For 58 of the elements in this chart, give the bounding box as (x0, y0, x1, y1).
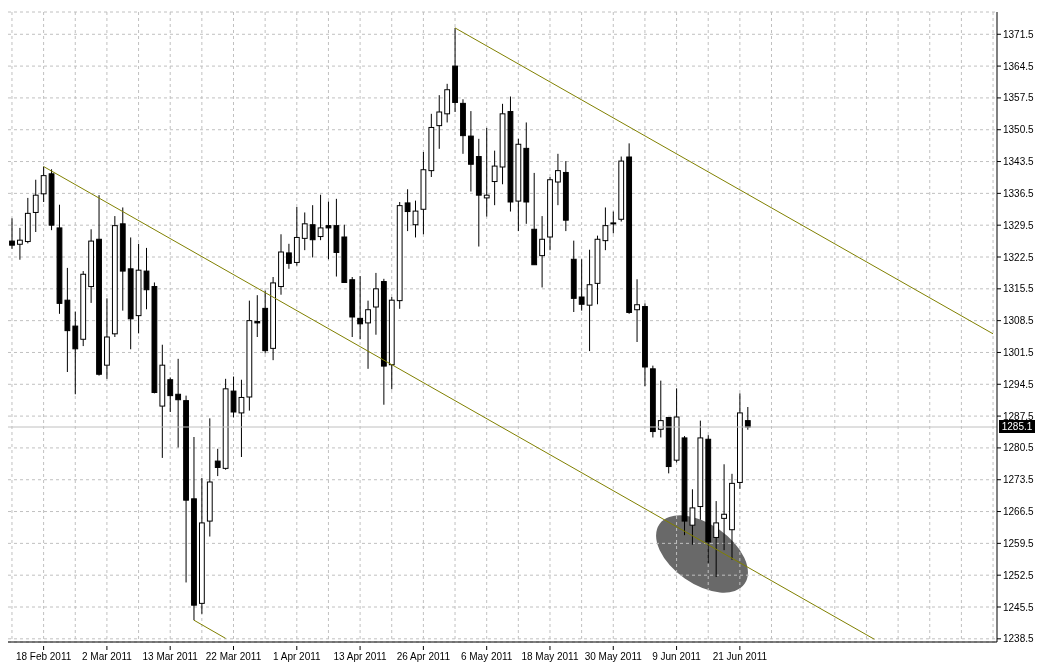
x-tick-label: 18 May 2011 (521, 651, 579, 662)
y-tick-label: 1259.5 (1003, 537, 1035, 549)
x-tick-label: 30 May 2011 (584, 651, 643, 662)
candlestick (309, 204, 316, 258)
candlestick (365, 300, 371, 370)
candlestick (578, 258, 585, 312)
x-tick-label: 21 Jun 2011 (712, 651, 768, 662)
y-tick-label: 1308.5 (1003, 315, 1035, 327)
candlestick (17, 227, 23, 261)
x-tick-label: 26 Apr 2011 (396, 651, 451, 662)
ref-line-label: 1285.1 (1001, 421, 1033, 432)
candlestick (373, 272, 379, 336)
candlestick (301, 211, 308, 251)
candlestick (9, 217, 15, 250)
candlestick (483, 127, 490, 218)
candlestick (721, 463, 727, 551)
candlestick (555, 153, 561, 206)
y-tick-label: 1315.5 (1003, 283, 1035, 295)
x-tick-label: 18 Feb 2011 (15, 651, 72, 662)
y-tick-label: 1329.5 (1003, 219, 1035, 231)
y-tick-label: 1357.5 (1003, 92, 1035, 104)
y-tick-label: 1343.5 (1003, 156, 1035, 168)
candlestick (175, 358, 182, 448)
candlestick (539, 215, 545, 288)
x-tick-label: 22 Mar 2011 (205, 651, 262, 662)
candlestick (32, 179, 39, 233)
candlestick (286, 243, 292, 270)
y-tick-label: 1371.5 (1003, 28, 1035, 40)
candlestick (357, 275, 364, 340)
candlestick (214, 448, 221, 477)
candlestick (436, 94, 443, 150)
y-tick-label: 1287.5 (1003, 410, 1035, 422)
candlestick (634, 278, 640, 343)
candlestick (40, 166, 47, 203)
y-tick-label: 1266.5 (1003, 506, 1035, 518)
x-tick-label: 13 Apr 2011 (333, 651, 388, 662)
x-tick-label: 13 Mar 2011 (142, 651, 199, 662)
x-tick-label: 6 May 2011 (460, 651, 513, 662)
candlestick (586, 249, 593, 352)
y-tick-label: 1350.5 (1003, 124, 1035, 136)
x-tick-label: 1 Apr 2011 (272, 651, 322, 662)
y-tick-label: 1273.5 (1003, 474, 1035, 486)
y-tick-label: 1294.5 (1003, 378, 1035, 390)
y-tick-label: 1252.5 (1003, 569, 1035, 581)
candlestick (610, 211, 617, 234)
candlestick (72, 311, 79, 395)
candlestick (713, 500, 720, 578)
x-tick-label: 9 Jun 2011 (652, 651, 702, 662)
candlestick (254, 294, 261, 338)
x-tick-label: 2 Mar 2011 (81, 651, 133, 662)
y-tick-label: 1280.5 (1003, 442, 1035, 454)
candlestick (167, 376, 174, 413)
y-tick-label: 1245.5 (1003, 601, 1035, 613)
y-tick-label: 1336.5 (1003, 187, 1035, 199)
y-tick-label: 1322.5 (1003, 251, 1035, 263)
y-tick-label: 1238.5 (1003, 633, 1035, 645)
y-tick-label: 1301.5 (1003, 347, 1035, 358)
y-tick-label: 1364.5 (1003, 60, 1035, 72)
